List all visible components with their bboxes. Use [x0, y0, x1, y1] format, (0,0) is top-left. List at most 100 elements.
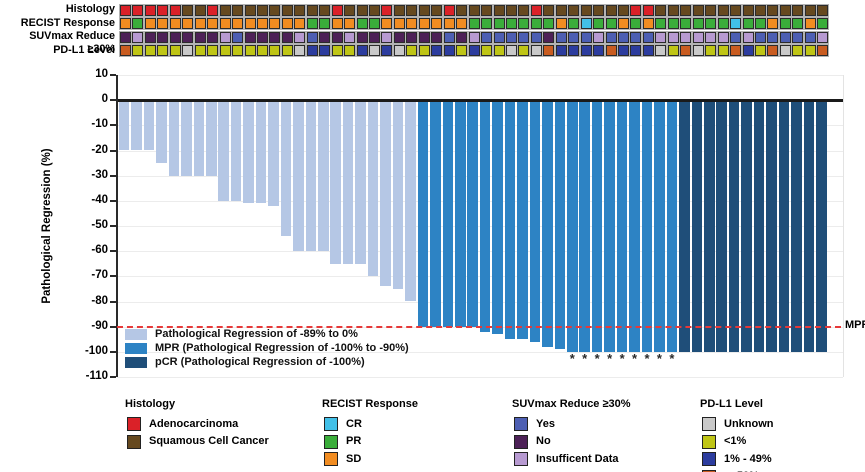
waterfall-bar — [517, 101, 528, 340]
suvmax-cell — [817, 31, 829, 43]
pdl1-cell — [792, 45, 804, 56]
waterfall-bar — [641, 101, 653, 352]
y-tick-label: -100 — [84, 344, 108, 357]
waterfall-bar — [367, 101, 379, 277]
legend-swatch — [324, 417, 338, 431]
y-tick-label: -80 — [91, 294, 108, 307]
pdl1-cell — [182, 45, 194, 56]
suvmax-cell — [120, 31, 131, 43]
inner-legend-label: pCR (Pathological Regression of -100%) — [155, 355, 365, 368]
recist-cell — [306, 18, 318, 29]
pdl1-cell — [817, 45, 829, 56]
y-tick-mark — [109, 149, 116, 152]
legend-swatch — [514, 417, 528, 431]
recist-cell — [456, 18, 468, 29]
inner-legend-label: Pathological Regression of -89% to 0% — [155, 327, 358, 340]
track-label-0: Histology — [65, 3, 115, 15]
histology-cell — [169, 4, 181, 16]
histology-cell — [132, 4, 144, 16]
legend-item-label: SD — [346, 452, 362, 465]
recist-cell — [692, 18, 704, 29]
pdl1-cell — [244, 45, 256, 56]
recist-cell — [132, 18, 144, 29]
histology-cell — [518, 4, 530, 16]
waterfall-bar — [131, 101, 142, 151]
suvmax-cell — [705, 31, 717, 43]
pdl1-cell — [618, 45, 629, 56]
waterfall-bar — [654, 101, 665, 352]
recist-cell — [443, 18, 455, 29]
legend-group-title: SUVmax Reduce ≥30% — [512, 398, 631, 410]
gridline — [117, 351, 843, 353]
waterfall-bar — [816, 101, 827, 352]
suvmax-cell — [618, 31, 629, 43]
suvmax-cell — [518, 31, 530, 43]
suvmax-cell — [369, 31, 380, 43]
legend-swatch — [514, 434, 528, 449]
histology-cell — [157, 4, 169, 16]
histology-cell — [456, 4, 468, 16]
pdl1-cell — [779, 45, 791, 56]
legend-item-label: No — [536, 435, 551, 447]
recist-cell — [468, 18, 480, 29]
pdl1-cell — [630, 45, 642, 56]
gridline — [117, 377, 843, 378]
y-tick-mark — [109, 250, 116, 253]
waterfall-bar — [616, 101, 628, 352]
pdl1-cell — [692, 45, 704, 56]
recist-cell — [493, 18, 505, 29]
inner-legend-swatch — [125, 357, 147, 369]
recist-cell — [356, 18, 368, 29]
recist-cell — [232, 18, 244, 29]
recist-cell — [667, 18, 679, 29]
y-tick-mark — [109, 376, 116, 378]
y-tick-label: -10 — [91, 118, 108, 131]
suvmax-cell — [306, 31, 318, 43]
legend-group-title: RECIST Response — [322, 398, 418, 410]
pdl1-cell — [169, 45, 181, 56]
waterfall-bar — [380, 101, 391, 287]
waterfall-bar — [467, 101, 478, 327]
suvmax-cell — [319, 31, 331, 43]
waterfall-bar — [181, 101, 192, 176]
suvmax-cell — [655, 31, 667, 43]
pdl1-cell — [418, 45, 430, 56]
recist-cell — [804, 18, 816, 29]
legend-item-label: CR — [346, 417, 362, 430]
y-tick-label: -110 — [85, 370, 108, 382]
waterfall-bar — [703, 101, 715, 352]
y-tick-label: -90 — [91, 319, 108, 332]
histology-cell — [468, 4, 480, 16]
y-tick-label: -70 — [91, 269, 108, 282]
pdl1-cell — [369, 45, 380, 56]
histology-cell — [369, 4, 380, 16]
suvmax-cell — [555, 31, 567, 43]
waterfall-bar — [205, 101, 217, 176]
suvmax-cell — [169, 31, 181, 43]
suvmax-cell — [132, 31, 144, 43]
recist-cell — [593, 18, 605, 29]
histology-cell — [120, 4, 131, 16]
recist-cell — [817, 18, 829, 29]
pdl1-cell — [306, 45, 318, 56]
pdl1-cell — [269, 45, 281, 56]
pdl1-cell — [742, 45, 754, 56]
waterfall-bar — [168, 101, 180, 176]
histology-cell — [281, 4, 293, 16]
suvmax-cell — [294, 31, 306, 43]
pdl1-cell — [319, 45, 331, 56]
suvmax-cell — [157, 31, 169, 43]
histology-cell — [779, 4, 791, 16]
recist-cell — [505, 18, 517, 29]
legend-swatch — [702, 434, 716, 449]
waterfall-bar — [666, 101, 678, 352]
suvmax-cell — [356, 31, 368, 43]
histology-cell — [767, 4, 779, 16]
waterfall-bar — [293, 101, 304, 252]
significance-asterisk: * — [644, 351, 650, 366]
waterfall-bar — [542, 101, 553, 347]
inner-legend-label: MPR (Pathological Regression of -100% to… — [155, 341, 409, 354]
legend-swatch — [127, 417, 141, 431]
track-label-1: RECIST Response — [20, 16, 115, 29]
recist-cell — [431, 18, 443, 29]
